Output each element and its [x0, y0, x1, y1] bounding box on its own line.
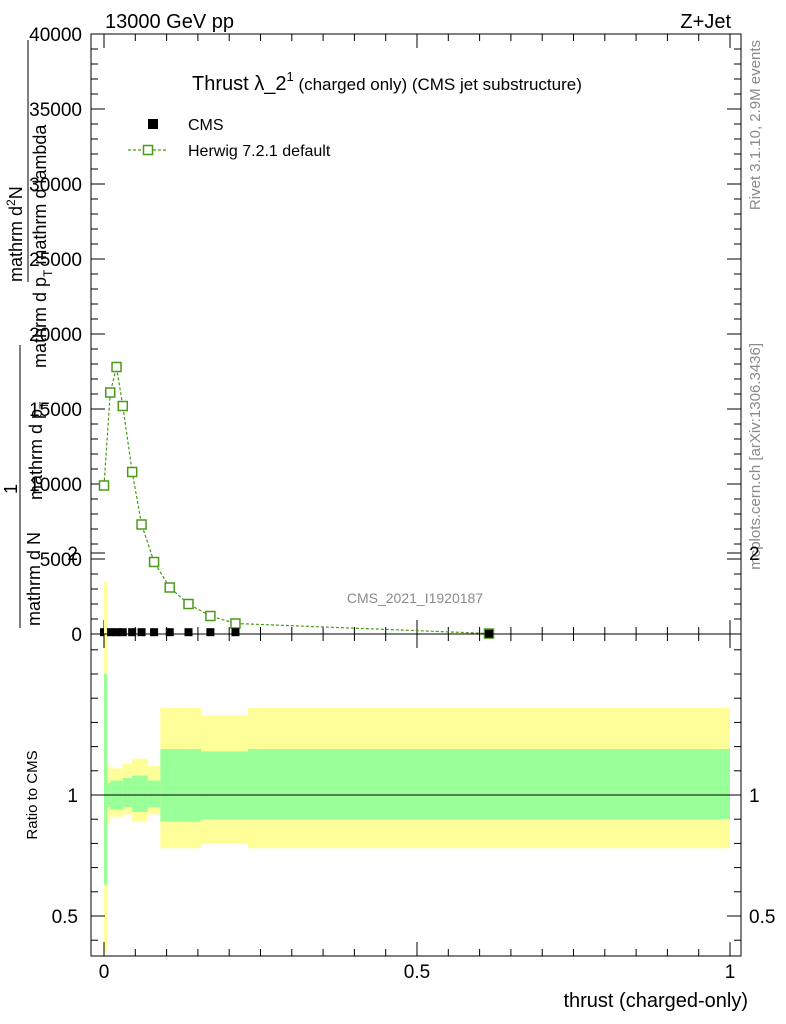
- ylabel-one: 1: [1, 484, 21, 494]
- ratio-ytick-label-right: 0.5: [749, 907, 775, 928]
- main-title: Thrust λ_21 (charged only) (CMS jet subs…: [192, 69, 582, 95]
- main-ytick-label: 25000: [29, 250, 82, 271]
- process-label: Z+Jet: [680, 11, 731, 33]
- ratio-band-green: [201, 751, 248, 820]
- main-ytick-label: 5000: [40, 550, 82, 571]
- analysis-watermark: CMS_2021_I1920187: [347, 590, 483, 606]
- main-panel: 0 5000 10000 15000 20000 25000 30000 35000 40000…: [1, 25, 742, 646]
- legend-herwig-marker: [142, 144, 154, 156]
- ratio-panel: 0.5 0.51 12 2 0 0.5 1 Ratio to CMS thrust (ch…: [24, 544, 775, 1012]
- main-ytick-labels: 0 5000 10000 15000 20000 25000 30000 35000 40000: [29, 25, 82, 646]
- ratio-ytick-label-right: 2: [749, 544, 760, 565]
- ratio-ylabel: Ratio to CMS: [24, 750, 41, 839]
- legend-cms-marker: [148, 119, 158, 129]
- herwig-point: [230, 618, 241, 629]
- herwig-point: [126, 466, 138, 478]
- ylabel-top-numerator: mathrm d2N: [4, 186, 26, 282]
- ratio-ticks: [91, 552, 741, 956]
- ratio-bands: [104, 582, 731, 953]
- cms-point: [112, 628, 121, 637]
- ratio-band-green: [147, 780, 161, 808]
- ratio-ytick-labels: 0.5 0.5 1 1 2 2: [52, 544, 776, 928]
- legend: CMS Herwig 7.2.1 default: [128, 117, 331, 160]
- cms-point: [106, 628, 115, 637]
- ratio-band-green: [160, 749, 202, 822]
- main-ytick-label: 20000: [29, 325, 82, 346]
- herwig-point: [117, 400, 129, 412]
- cms-point: [231, 628, 240, 637]
- herwig-point: [205, 610, 216, 622]
- main-ytick-label: 10000: [29, 475, 82, 496]
- xtick-label: 0: [99, 962, 110, 983]
- ratio-ytick-label-right: 1: [749, 786, 760, 807]
- cms-point: [137, 628, 146, 637]
- cms-point: [118, 628, 127, 637]
- ratio-band-green: [104, 674, 108, 885]
- rivet-version-label: Rivet 3.1.10, 2.9M events: [747, 40, 764, 210]
- ratio-band-green: [247, 749, 731, 820]
- legend-cms-label: CMS: [188, 117, 224, 134]
- x-axis-label: thrust (charged-only): [563, 990, 748, 1012]
- ylabel-bottom-numerator: mathrm d N: [24, 532, 44, 626]
- legend-herwig-label: Herwig 7.2.1 default: [188, 143, 331, 160]
- herwig-point: [111, 361, 122, 373]
- main-ylabel: mathrm d2N mathrm d pT mathrm d lambda 1…: [1, 40, 55, 628]
- herwig-point: [148, 556, 160, 568]
- main-ytick-label: 0: [71, 625, 82, 646]
- cms-point: [184, 628, 193, 637]
- cms-series: [100, 628, 493, 638]
- herwig-series: [98, 361, 495, 639]
- herwig-point: [98, 480, 110, 491]
- herwig-point: [164, 582, 175, 593]
- main-ytick-label: 40000: [29, 25, 82, 46]
- ratio-band-green: [132, 775, 148, 812]
- ylabel-bottom-denominator: mathrm d pT: [26, 401, 51, 500]
- herwig-point: [183, 598, 194, 610]
- xtick-label: 0.5: [404, 962, 430, 983]
- herwig-point: [136, 519, 147, 530]
- main-ytick-label: 35000: [29, 100, 82, 121]
- ratio-ytick-label: 0.5: [52, 907, 78, 928]
- energy-label: 13000 GeV pp: [105, 11, 234, 33]
- ratio-band-green: [122, 778, 133, 808]
- ratio-ytick-label: 2: [67, 544, 78, 565]
- cms-point: [206, 628, 215, 637]
- herwig-point: [105, 387, 116, 398]
- cms-point: [150, 628, 159, 637]
- mcplots-label: mcplots.cern.ch [arXiv:1306.3436]: [747, 343, 764, 570]
- cms-point: [165, 628, 174, 637]
- xtick-label: 1: [725, 962, 736, 983]
- ratio-ytick-label: 1: [67, 786, 78, 807]
- main-ytick-label: 15000: [29, 400, 82, 421]
- main-ytick-label: 30000: [29, 175, 82, 196]
- cms-point: [128, 628, 137, 637]
- ylabel-top-denominator: mathrm d pT mathrm d lambda: [30, 124, 55, 368]
- xtick-labels: 0 0.5 1: [99, 962, 736, 983]
